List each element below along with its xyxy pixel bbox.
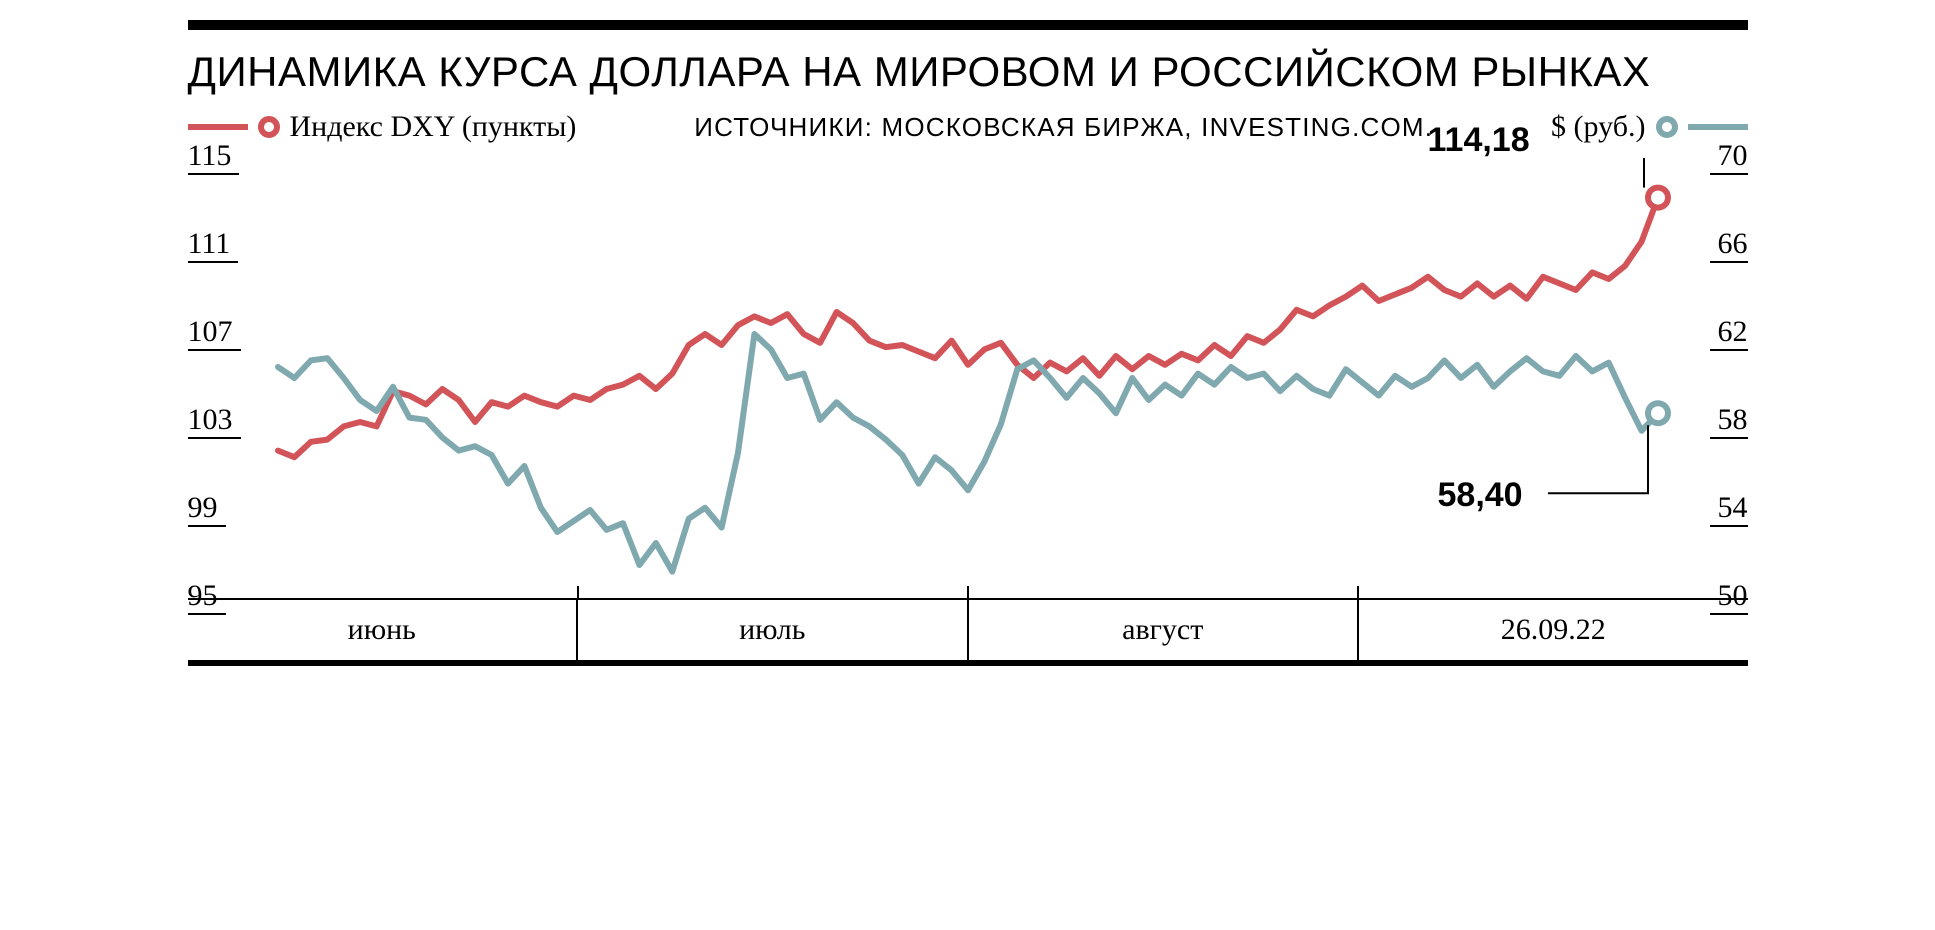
chart-container: ДИНАМИКА КУРСА ДОЛЛАРА НА МИРОВОМ И РОСС… — [188, 0, 1748, 696]
x-label-cell: июнь — [188, 600, 577, 660]
chart-title: ДИНАМИКА КУРСА ДОЛЛАРА НА МИРОВОМ И РОСС… — [188, 48, 1748, 96]
y-tick-right: 70 — [1710, 141, 1748, 175]
legend-dxy-line — [188, 124, 248, 130]
y-tick-right: 54 — [1710, 493, 1748, 527]
legend-dxy-marker-icon — [258, 116, 280, 138]
callout-dxy-leader — [1558, 158, 1644, 188]
x-label-cell: август — [967, 600, 1358, 660]
series-dxy-line — [278, 198, 1658, 458]
x-axis: июньиюльавгуст26.09.22 — [188, 598, 1748, 666]
series-rub-end-marker-icon — [1648, 403, 1668, 423]
y-tick-left: 95 — [188, 581, 226, 615]
y-tick-left: 99 — [188, 493, 226, 527]
y-tick-left: 103 — [188, 405, 241, 439]
plot-area: 9599103107111115 505458626670 114,18 58,… — [188, 158, 1748, 598]
x-label-cell: июль — [576, 600, 967, 660]
y-tick-right: 58 — [1710, 405, 1748, 439]
legend-dxy: Индекс DXY (пункты) — [188, 110, 577, 144]
y-tick-right: 62 — [1710, 317, 1748, 351]
series-rub-line — [278, 334, 1658, 572]
plot-svg — [188, 158, 1748, 598]
legend-dxy-label: Индекс DXY (пункты) — [290, 110, 577, 144]
callout-rub: 58,40 — [1438, 476, 1523, 515]
source-label: ИСТОЧНИКИ: МОСКОВСКАЯ БИРЖА, INVESTING.C… — [694, 112, 1433, 143]
y-tick-right: 50 — [1710, 581, 1748, 615]
legend-rub-marker-icon — [1656, 116, 1678, 138]
callout-dxy: 114,18 — [1428, 121, 1530, 160]
series-dxy-end-marker-icon — [1648, 188, 1668, 208]
y-tick-right: 66 — [1710, 229, 1748, 263]
y-tick-left: 107 — [188, 317, 241, 351]
top-divider — [188, 20, 1748, 30]
x-label-cell: 26.09.22 — [1357, 600, 1748, 660]
y-tick-left: 115 — [188, 141, 240, 175]
legend-rub-line — [1688, 124, 1748, 130]
legend-rub-label: $ (руб.) — [1551, 110, 1645, 144]
callout-rub-leader — [1548, 425, 1648, 493]
y-tick-left: 111 — [188, 229, 239, 263]
